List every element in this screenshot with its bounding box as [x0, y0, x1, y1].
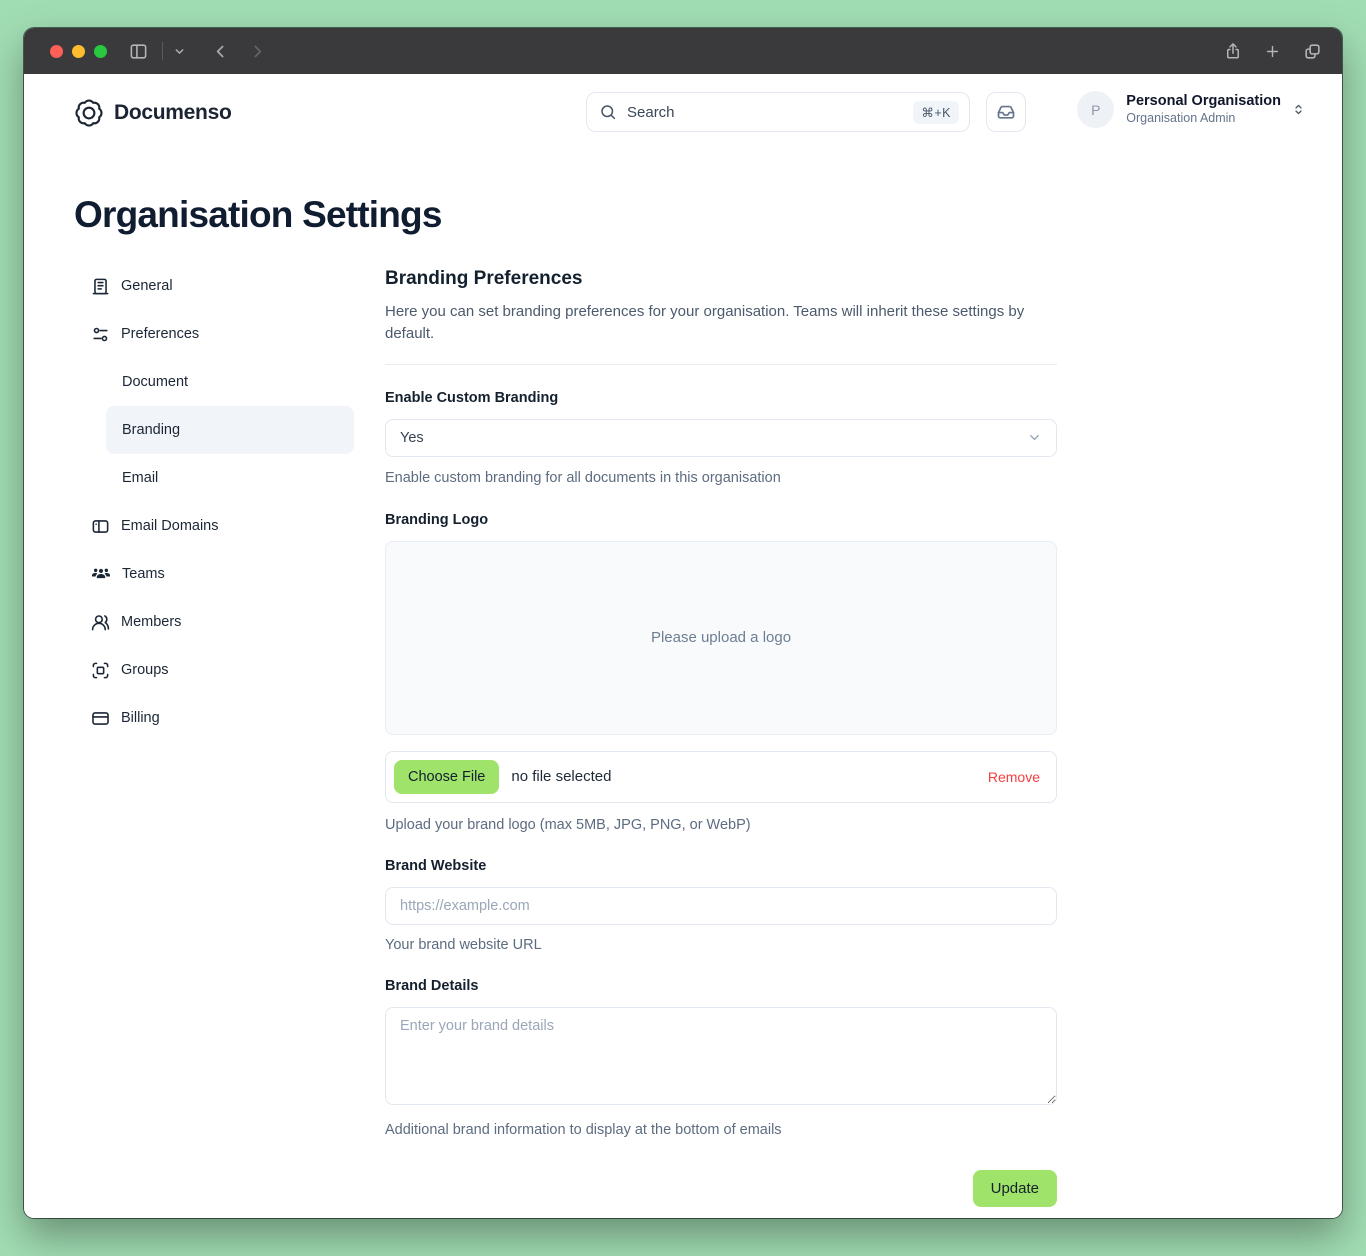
credit-card-icon — [91, 709, 110, 728]
enable-branding-label: Enable Custom Branding — [385, 389, 559, 406]
section-divider — [385, 363, 1057, 365]
remove-logo-button[interactable]: Remove — [987, 768, 1040, 785]
search-input[interactable]: Search ⌘+K — [586, 92, 970, 132]
search-shortcut-badge: ⌘+K — [913, 100, 959, 124]
update-button[interactable]: Update — [972, 1169, 1057, 1207]
chevron-up-down-icon — [1291, 102, 1306, 117]
sidebar-item-label: Document — [122, 374, 189, 390]
brand-website-input[interactable] — [385, 886, 1057, 925]
branding-preferences-section: Branding Preferences Here you can set br… — [385, 262, 1057, 1218]
sidebar-item-label: Groups — [121, 662, 169, 678]
account-name: Personal Organisation — [1126, 93, 1281, 110]
members-icon — [91, 613, 110, 632]
new-tab-icon[interactable] — [1264, 43, 1281, 60]
share-icon[interactable] — [1224, 42, 1242, 60]
avatar: P — [1077, 91, 1115, 128]
back-icon[interactable] — [212, 43, 229, 60]
sidebar-item-document[interactable]: Document — [106, 358, 354, 406]
brand-details-label: Brand Details — [385, 977, 479, 994]
enable-branding-helper: Enable custom branding for all documents… — [385, 469, 781, 486]
brand-website-label: Brand Website — [385, 857, 487, 874]
page-content: Documenso Search ⌘+K P Personal Organisa… — [24, 74, 1342, 1218]
sidebar-item-general[interactable]: General — [74, 262, 354, 310]
groups-icon — [91, 661, 110, 680]
chevron-down-icon — [1027, 430, 1042, 445]
sidebar-item-branding[interactable]: Branding — [106, 406, 354, 454]
building-icon — [91, 277, 110, 296]
sidebar-item-label: Email — [122, 470, 159, 486]
sidebar-item-label: Teams — [122, 566, 165, 582]
sidebar-item-teams[interactable]: Teams — [74, 550, 354, 598]
file-status-text: no file selected — [511, 768, 612, 785]
settings-nav: General Preferences Document Branding — [74, 262, 354, 742]
browser-titlebar — [24, 28, 1342, 74]
forward-icon — [249, 43, 266, 60]
section-title: Branding Preferences — [385, 268, 583, 289]
sidebar-toggle-icon[interactable] — [129, 42, 148, 61]
sidebar-item-members[interactable]: Members — [74, 598, 354, 646]
browser-window: Documenso Search ⌘+K P Personal Organisa… — [24, 28, 1342, 1218]
sidebar-item-preferences[interactable]: Preferences — [74, 310, 354, 358]
sidebar-item-label: General — [121, 278, 173, 294]
logo-file-input: Choose File no file selected Remove — [385, 750, 1057, 803]
account-menu[interactable]: P Personal Organisation Organisation Adm… — [1077, 91, 1306, 128]
logo-helper: Upload your brand logo (max 5MB, JPG, PN… — [385, 816, 751, 833]
documenso-badge-icon — [74, 98, 104, 128]
sidebar-item-groups[interactable]: Groups — [74, 646, 354, 694]
sidebar-item-email[interactable]: Email — [106, 454, 354, 502]
sidebar-item-label: Email Domains — [121, 518, 219, 534]
brand-details-helper: Additional brand information to display … — [385, 1121, 782, 1138]
account-role: Organisation Admin — [1126, 111, 1236, 126]
sidebar-item-label: Preferences — [121, 326, 200, 342]
minimize-window-button[interactable] — [72, 44, 85, 58]
sidebar-item-email-domains[interactable]: Email Domains — [74, 502, 354, 550]
traffic-lights — [50, 44, 107, 58]
sidebar-item-label: Branding — [122, 422, 181, 438]
sidebar-item-billing[interactable]: Billing — [74, 694, 354, 742]
inbox-button[interactable] — [986, 92, 1026, 132]
page-title: Organisation Settings — [74, 194, 442, 235]
search-placeholder: Search — [627, 103, 675, 121]
inbox-icon — [996, 102, 1016, 122]
branding-logo-empty-text: Please upload a logo — [650, 629, 792, 646]
brand-website-helper: Your brand website URL — [385, 936, 542, 953]
branding-logo-label: Branding Logo — [385, 511, 489, 528]
app-header: Documenso Search ⌘+K P Personal Organisa… — [24, 74, 1342, 150]
brand-details-textarea[interactable] — [385, 1006, 1057, 1105]
tab-overview-icon[interactable] — [1303, 42, 1322, 61]
sidebar-item-label: Billing — [121, 710, 160, 726]
search-icon — [599, 103, 617, 121]
enable-branding-value: Yes — [400, 429, 424, 446]
sidebar-item-label: Members — [121, 614, 182, 630]
teams-icon — [91, 564, 111, 584]
branding-logo-dropzone[interactable]: Please upload a logo — [385, 540, 1057, 735]
email-domains-icon — [91, 517, 110, 536]
choose-file-button[interactable]: Choose File — [394, 759, 500, 794]
brand-logo[interactable]: Documenso — [74, 98, 232, 128]
zoom-window-button[interactable] — [94, 44, 107, 58]
enable-branding-select[interactable]: Yes — [385, 418, 1057, 457]
sliders-icon — [91, 325, 110, 344]
section-description: Here you can set branding preferences fo… — [385, 303, 1025, 342]
close-window-button[interactable] — [50, 44, 63, 58]
tab-group-chevron-icon[interactable] — [173, 45, 186, 58]
brand-name: Documenso — [114, 101, 232, 124]
titlebar-separator — [162, 42, 163, 60]
